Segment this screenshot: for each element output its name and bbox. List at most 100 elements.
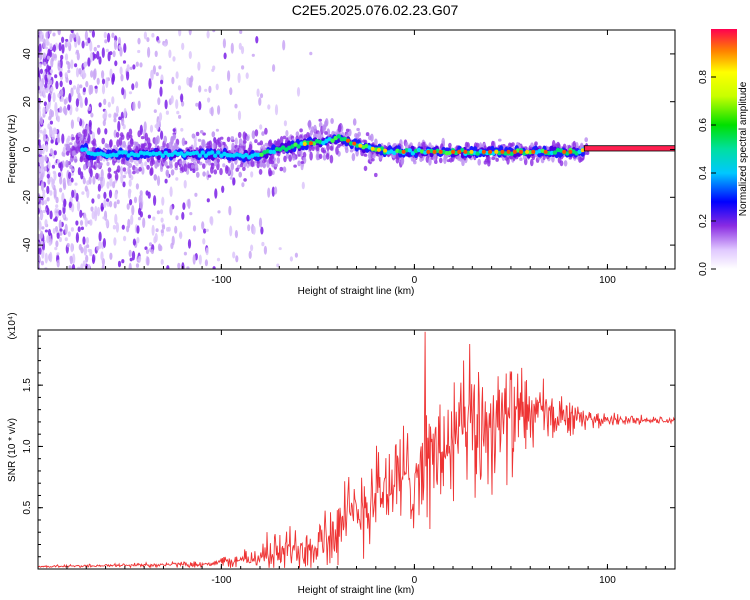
spectrogram-cells	[38, 30, 675, 269]
noise-cell	[126, 203, 130, 210]
noise-cell	[177, 262, 181, 269]
band-halo-cell	[213, 159, 218, 167]
band-halo-cell	[173, 142, 178, 151]
band-halo-cell	[264, 142, 269, 147]
band-hot-cell	[512, 149, 517, 154]
noise-cell	[152, 216, 156, 221]
colorbar-tick-label: 0.6	[698, 118, 709, 132]
noise-cell	[57, 93, 61, 98]
noise-cell	[140, 161, 144, 170]
band-halo-cell	[137, 130, 141, 138]
noise-cell	[88, 30, 93, 33]
band-halo-cell	[80, 134, 84, 141]
noise-cell	[76, 200, 81, 212]
noise-cell	[180, 127, 184, 132]
noise-cell	[50, 139, 54, 144]
band-halo-cell	[166, 165, 170, 169]
band-halo-cell	[149, 168, 153, 177]
band-halo-cell	[370, 133, 374, 142]
band-halo-cell	[318, 118, 323, 122]
band-halo-cell	[349, 149, 354, 153]
noise-cell	[84, 217, 88, 228]
band-peak-cell	[503, 151, 508, 156]
noise-cell	[169, 186, 173, 197]
noise-cell	[77, 266, 81, 269]
band-halo-cell	[75, 146, 79, 154]
noise-cell	[45, 144, 49, 153]
noise-cell	[71, 264, 76, 269]
colorbar-tick-label: 0.2	[698, 214, 709, 228]
noise-cell	[91, 254, 96, 265]
noise-cell	[180, 93, 184, 103]
noise-cell	[49, 176, 53, 182]
band-halo-cell	[146, 164, 150, 170]
band-peak-cell	[194, 150, 199, 155]
band-halo-cell	[371, 158, 375, 162]
noise-cell	[106, 181, 110, 189]
noise-cell	[38, 248, 41, 255]
band-halo-cell	[213, 169, 218, 175]
noise-cell	[263, 245, 267, 255]
noise-cell	[88, 122, 92, 132]
noise-cell	[94, 210, 98, 222]
noise-cell	[163, 42, 167, 47]
snr-x-tick-label: 100	[599, 575, 616, 586]
band-hot-cell	[488, 149, 493, 154]
noise-cell	[274, 104, 279, 116]
noise-cell	[40, 180, 45, 192]
band-halo-cell	[279, 166, 284, 172]
noise-cell	[114, 60, 118, 67]
noise-cell	[137, 49, 141, 54]
noise-cell	[109, 200, 113, 208]
noise-cell	[188, 51, 192, 59]
noise-cell	[99, 177, 103, 182]
noise-cell	[168, 49, 172, 59]
band-halo-cell	[202, 163, 206, 169]
noise-cell	[59, 187, 63, 193]
noise-cell	[229, 87, 233, 96]
noise-cell	[113, 39, 118, 50]
spectrogram-x-tick-label: -100	[211, 275, 231, 286]
band-halo-cell	[140, 136, 145, 140]
snr-y-tick-label: 0.5	[22, 500, 33, 514]
noise-cell	[44, 219, 48, 227]
band-halo-cell	[73, 156, 78, 164]
band-peak-cell	[271, 149, 277, 155]
band-halo-cell	[329, 145, 334, 151]
band-halo-cell	[141, 143, 146, 150]
band-hot-cell	[457, 149, 462, 154]
noise-cell	[59, 176, 63, 185]
noise-cell	[241, 65, 245, 70]
band-halo-cell	[242, 131, 247, 140]
noise-cell	[107, 32, 111, 43]
noise-cell	[274, 186, 278, 195]
band-halo-cell	[107, 167, 112, 173]
band-halo-cell	[551, 155, 555, 163]
band-halo-cell	[107, 172, 111, 180]
noise-cell	[58, 42, 62, 52]
band-halo-cell	[95, 172, 99, 180]
noise-cell	[178, 114, 182, 119]
band-halo-cell	[475, 142, 480, 148]
noise-cell	[154, 50, 158, 57]
noise-cell	[45, 37, 49, 44]
noise-cell	[91, 30, 95, 38]
noise-cell	[55, 210, 59, 214]
noise-cell	[66, 243, 70, 248]
noise-cell	[160, 79, 164, 85]
noise-cell	[115, 222, 119, 233]
noise-cell	[68, 201, 72, 209]
band-hot-cell	[302, 142, 307, 146]
band-halo-cell	[282, 135, 287, 140]
band-halo-cell	[179, 160, 183, 165]
band-halo-cell	[307, 119, 312, 129]
noise-cell	[237, 110, 242, 121]
noise-cell	[238, 42, 242, 50]
band-halo-cell	[120, 134, 125, 140]
noise-cell	[167, 226, 171, 232]
noise-cell	[239, 30, 243, 34]
band-halo-cell	[207, 174, 212, 178]
band-halo-cell	[498, 138, 502, 142]
noise-cell	[174, 225, 178, 234]
band-halo-cell	[239, 163, 244, 168]
